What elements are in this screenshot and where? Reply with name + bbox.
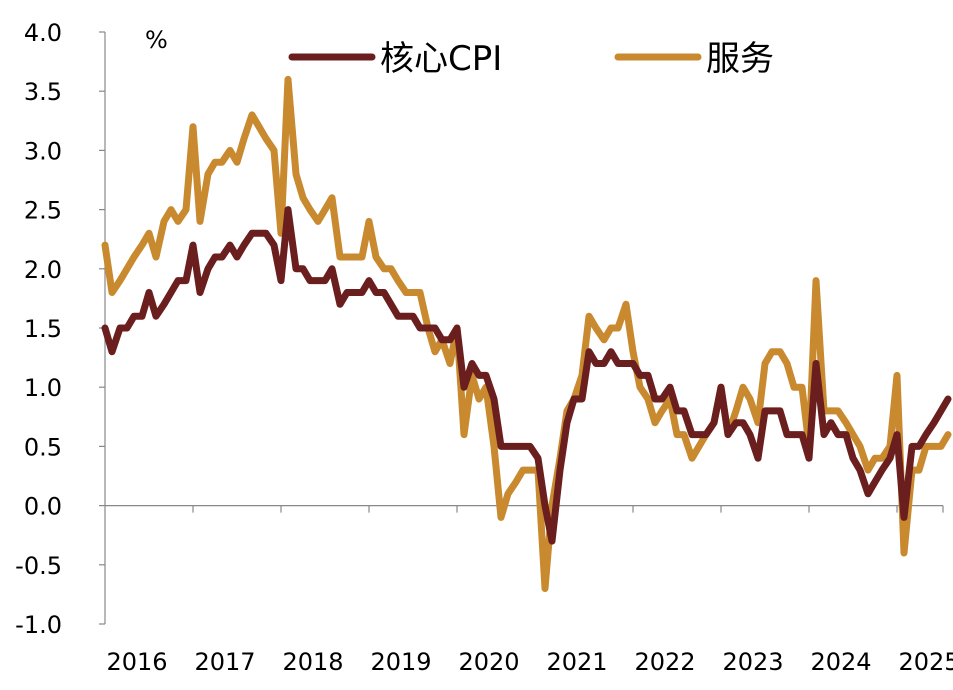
y-tick-label: -0.5 [15, 552, 62, 580]
x-tick-label: 2020 [458, 648, 519, 676]
x-tick-label: 2018 [282, 648, 343, 676]
y-tick-label: -1.0 [15, 611, 62, 639]
y-tick-label: 4.0 [24, 19, 62, 47]
x-tick-label: 2022 [634, 648, 695, 676]
x-tick-label: 2025 [898, 648, 953, 676]
x-tick-label: 2021 [546, 648, 607, 676]
y-tick-label: 1.0 [24, 374, 62, 402]
y-tick-marks [99, 31, 105, 625]
x-tick-label: 2023 [722, 648, 783, 676]
y-tick-labels: 4.0 3.5 3.0 2.5 2.0 1.5 1.0 0.5 0.0 -0.5 -1.0 [15, 19, 62, 639]
y-tick-label: 3.0 [24, 137, 62, 165]
y-tick-label: 0.0 [24, 493, 62, 521]
x-tick-label: 2017 [194, 648, 255, 676]
x-tick-label: 2024 [810, 648, 871, 676]
y-tick-label: 2.0 [24, 256, 62, 284]
series-line-core-cpi [101, 206, 952, 545]
y-unit-label: % [145, 26, 168, 54]
y-tick-label: 0.5 [24, 433, 62, 461]
series-line-services [101, 75, 952, 592]
legend: 核心CPI 服务 [288, 39, 774, 79]
y-tick-label: 2.5 [24, 197, 62, 225]
x-tick-label: 2016 [106, 648, 167, 676]
series-lines [101, 75, 952, 592]
x-tick-labels: 2016 2017 2018 2019 2020 2021 2022 2023 2024 2025 [106, 648, 953, 676]
x-tick-marks [192, 505, 944, 513]
x-tick-label: 2019 [370, 648, 431, 676]
y-tick-label: 1.5 [24, 315, 62, 343]
y-tick-label: 3.5 [24, 78, 62, 106]
legend-label-core-cpi: 核心CPI [380, 39, 502, 79]
legend-label-services: 服务 [706, 39, 774, 79]
